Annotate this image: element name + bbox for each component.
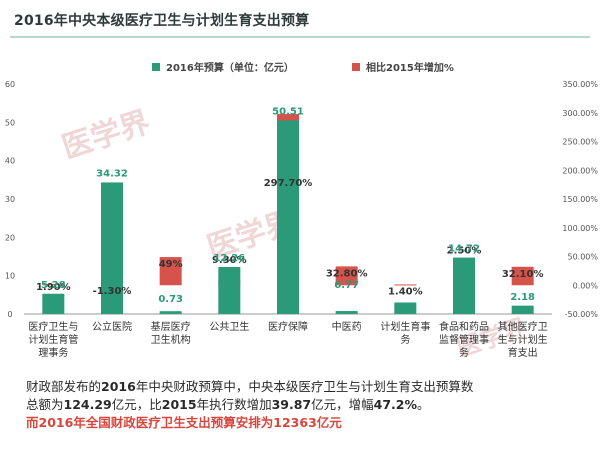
budget-bar	[453, 257, 475, 314]
y-right-tick-label: 150.00%	[562, 195, 598, 204]
footnote-year: 2015	[161, 397, 197, 412]
increase-bar	[42, 284, 65, 286]
legend-swatch-increase	[352, 63, 360, 71]
budget-value-label: 0.77	[334, 280, 359, 291]
increase-value-label: -1.30%	[93, 286, 132, 297]
x-category-label: 其他医疗卫	[498, 320, 548, 333]
footnote-line-3: 而2016年全国财政医疗卫生支出预算安排为12363亿元	[26, 415, 342, 430]
y-left-tick-label: 0	[7, 310, 12, 319]
budget-value-label: 50.51	[272, 106, 304, 117]
increase-bar	[511, 266, 534, 286]
footnote-text: 亿元，比	[111, 397, 162, 412]
x-category-label: 育支出	[508, 346, 538, 359]
budget-value-label: 0.73	[158, 294, 183, 305]
x-category-label: 理事务	[38, 346, 68, 359]
x-category-label: 务	[459, 346, 469, 359]
legend-swatch-budget	[152, 63, 160, 71]
x-category-label: 计划生育管	[28, 333, 78, 346]
x-category-label: 务	[400, 333, 410, 346]
y-right-tick-label: 100.00%	[562, 224, 598, 233]
x-category-label: 医疗卫生与	[28, 320, 78, 333]
increase-value-label: 9.30%	[212, 255, 247, 266]
y-right-tick-label: 300.00%	[562, 109, 598, 118]
increase-value-label: 49%	[159, 259, 183, 270]
x-category-label: 公共卫生	[209, 320, 249, 333]
y-right-tick-label: -50.00%	[565, 310, 599, 319]
legend-label-increase: 相比2015年增加%	[366, 61, 454, 74]
x-category-label: 食品和药品	[439, 320, 489, 333]
y-right-tick-label: 50.00%	[567, 253, 598, 262]
x-category-label: 计划生育事	[380, 320, 430, 333]
x-category-label: 中医药	[332, 320, 362, 333]
x-category-label: 卫生机构	[151, 333, 191, 346]
y-right-tick-label: 200.00%	[562, 166, 598, 175]
footnote-text: 。	[417, 397, 430, 412]
x-category-label: 基层医疗	[151, 320, 191, 333]
x-category-label: 监督管理事	[439, 333, 489, 346]
budget-bar	[335, 311, 358, 314]
y-right-tick-label: 350.00%	[562, 80, 598, 89]
increase-value-label: 297.70%	[264, 178, 313, 189]
budget-bar	[218, 267, 241, 314]
increase-bar	[159, 257, 182, 286]
footnote-growth-rate: 47.2%	[373, 397, 418, 412]
legend-label-budget: 2016年预算（单位：亿元）	[166, 61, 294, 74]
budget-bar	[277, 120, 299, 315]
y-left-tick-label: 20	[5, 233, 15, 242]
increase-value-label: 2.50%	[447, 246, 482, 257]
footnote-text: 亿元，增幅	[311, 397, 374, 412]
y-left-tick-label: 60	[5, 80, 15, 89]
footnote-year: 2016	[101, 379, 136, 394]
footnote-line-2: 总额为124.29亿元，比2015年执行数增加39.87亿元，增幅47.2%。	[26, 396, 586, 414]
budget-value-label: 34.32	[96, 168, 128, 179]
increase-value-label: 32.80%	[326, 268, 368, 279]
y-right-tick-label: 250.00%	[562, 138, 598, 147]
budget-bar	[159, 311, 182, 314]
y-left-tick-label: 40	[5, 157, 15, 166]
budget-value-label: 14.72	[448, 244, 480, 255]
increase-bar	[335, 266, 358, 286]
increase-value-label: 1.40%	[388, 286, 423, 297]
footnote-text: 年中央财政预算中，中央本级医疗卫生与计划生育支出预算数	[135, 379, 474, 394]
y-left-tick-label: 30	[5, 195, 15, 204]
footnote-increase: 39.87	[271, 397, 312, 412]
title-divider	[10, 36, 590, 38]
budget-bar	[101, 182, 123, 314]
footnote-text: 总额为	[26, 397, 64, 412]
footnote-line-1: 财政部发布的2016年中央财政预算中，中央本级医疗卫生与计划生育支出预算数	[26, 378, 586, 396]
x-category-label: 公立医院	[92, 320, 132, 333]
page-title: 2016年中央本级医疗卫生与计划生育支出预算	[14, 13, 310, 29]
increase-value-label: 32.10%	[502, 269, 544, 280]
footnote-text: 财政部发布的	[26, 379, 102, 394]
y-right-tick-label: 0.00%	[573, 281, 599, 290]
budget-value-label: 2.18	[510, 292, 535, 303]
budget-value-label: 12.26	[214, 253, 246, 264]
footnote-text: 年执行数增加	[196, 397, 272, 412]
x-category-label: 医疗保障	[268, 320, 308, 333]
budget-bar	[511, 305, 534, 314]
bar-chart: 2016年预算（单位：亿元） 相比2015年增加% 0 10 20 30 40 50 60 -50…	[5, 61, 599, 359]
y-left-tick-label: 50	[5, 118, 15, 127]
x-category-label: 生与计划生	[498, 333, 548, 346]
y-left-tick-label: 10	[5, 272, 15, 281]
budget-bar	[42, 293, 65, 314]
budget-value-label: 5.28	[41, 280, 66, 291]
footnote-total: 124.29	[63, 397, 112, 412]
increase-bar	[394, 284, 417, 286]
increase-value-label: 1.90%	[36, 282, 71, 293]
footnote: 财政部发布的2016年中央财政预算中，中央本级医疗卫生与计划生育支出预算数 总额…	[26, 378, 586, 432]
budget-bar	[394, 302, 417, 314]
